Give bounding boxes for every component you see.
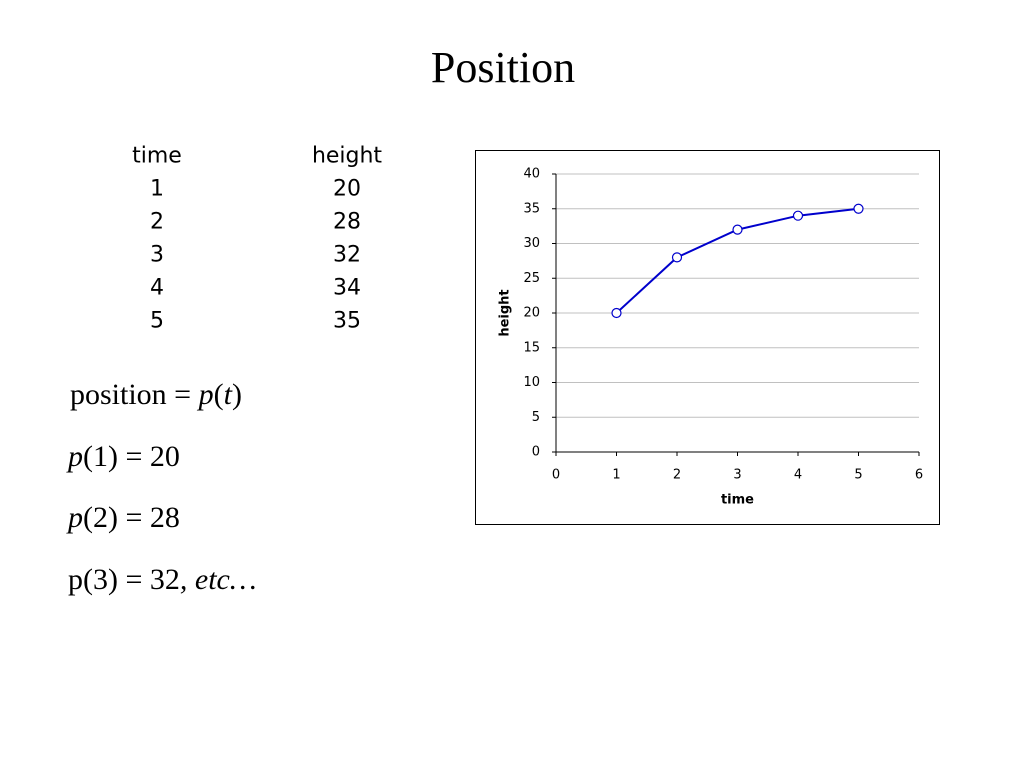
equation-part: p(3) = 32 bbox=[68, 563, 180, 596]
chart-frame bbox=[475, 150, 940, 525]
x-tick-label: 1 bbox=[612, 468, 620, 483]
equation: p(2) = 28 bbox=[68, 501, 180, 535]
equation-part: position = bbox=[70, 378, 199, 411]
x-axis-label: time bbox=[721, 493, 754, 508]
y-tick-label: 15 bbox=[523, 340, 540, 355]
table-header: height bbox=[311, 143, 383, 169]
x-tick-label: 5 bbox=[854, 468, 862, 483]
x-tick-label: 6 bbox=[915, 468, 923, 483]
equation-part: p bbox=[198, 378, 214, 411]
table-cell: 35 bbox=[333, 308, 361, 334]
x-tick-label: 4 bbox=[794, 468, 802, 483]
table-cell: 3 bbox=[150, 242, 164, 268]
equation: p(3) = 32, etc… bbox=[68, 563, 257, 597]
y-tick-label: 10 bbox=[523, 375, 540, 390]
equation-part: ( bbox=[213, 378, 224, 411]
marker bbox=[611, 307, 622, 319]
y-tick-label: 40 bbox=[523, 167, 540, 182]
equation-part: t bbox=[223, 378, 232, 411]
equation-part: , etc… bbox=[179, 563, 257, 596]
y-tick-label: 35 bbox=[523, 201, 540, 216]
table-cell: 32 bbox=[333, 242, 361, 268]
x-tick-label: 0 bbox=[552, 468, 560, 483]
slide-title: Position bbox=[430, 43, 576, 92]
table-cell: 1 bbox=[150, 176, 164, 202]
table-cell: 34 bbox=[333, 275, 361, 301]
equation-part: (2) = 28 bbox=[83, 501, 180, 534]
table-cell: 20 bbox=[333, 176, 361, 202]
equation-part: ) bbox=[231, 378, 242, 411]
equation: position = p(t) bbox=[70, 378, 242, 412]
marker bbox=[671, 252, 683, 263]
equation-part: p bbox=[68, 501, 83, 534]
equation: p(1) = 20 bbox=[68, 440, 180, 474]
table-cell: 28 bbox=[333, 209, 361, 235]
equation-part: (1) = 20 bbox=[83, 440, 180, 473]
marker bbox=[853, 203, 864, 214]
marker bbox=[732, 224, 743, 235]
y-tick-label: 25 bbox=[523, 271, 540, 286]
table-header: time bbox=[132, 143, 182, 169]
y-tick-label: 20 bbox=[523, 306, 540, 321]
x-tick-label: 3 bbox=[733, 468, 741, 483]
equation-part: p bbox=[68, 440, 83, 473]
y-tick-label: 5 bbox=[532, 410, 540, 425]
marker bbox=[792, 210, 804, 221]
y-tick-label: 0 bbox=[532, 445, 540, 460]
table-cell: 4 bbox=[150, 275, 164, 301]
table-cell: 2 bbox=[150, 209, 164, 235]
y-axis-label: height bbox=[498, 289, 513, 336]
y-tick-label: 30 bbox=[523, 236, 540, 251]
x-tick-label: 2 bbox=[673, 468, 681, 483]
table-cell: 5 bbox=[150, 308, 164, 334]
